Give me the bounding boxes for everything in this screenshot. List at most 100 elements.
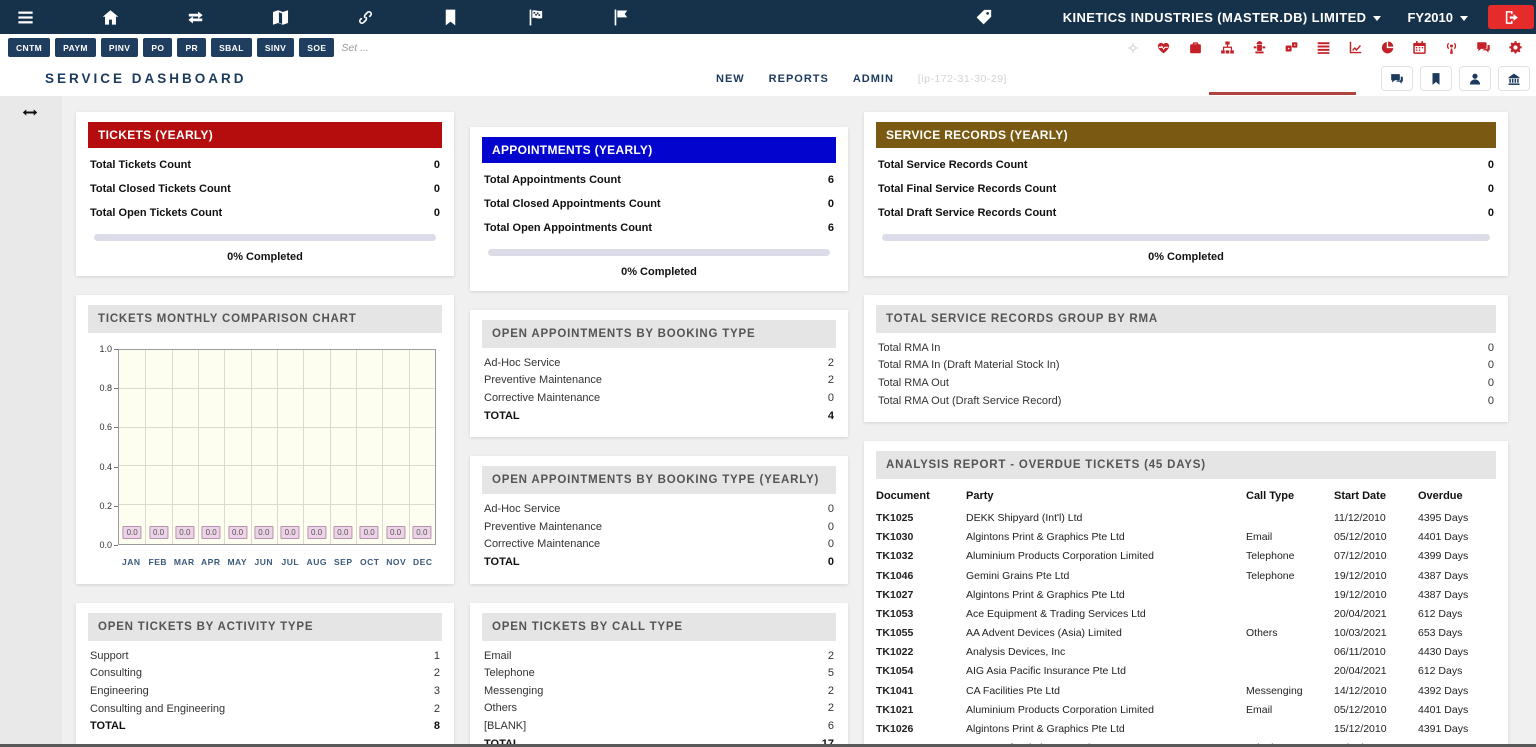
list-row: Support 1 [90, 649, 440, 662]
briefcase-icon[interactable] [1188, 40, 1203, 55]
table-row[interactable]: TK1021 Aluminium Products Corporation Li… [876, 700, 1496, 719]
header-menu: NEW REPORTS ADMIN [ip-172-31-30-29] [716, 73, 1007, 85]
active-tab-underline [1209, 92, 1356, 95]
chart-plot: 0.0 0.0 0.0 0.0 0.0 0.0 0.0 0.0 0.0 0.0 0.0 0.0 [118, 349, 436, 545]
company-name: KINETICS INDUSTRIES (MASTER.DB) LIMITED [1062, 9, 1367, 25]
bank-button[interactable] [1498, 66, 1530, 91]
gridline [408, 350, 410, 544]
resize-handle-icon[interactable] [16, 104, 44, 121]
logout-icon [1503, 9, 1520, 26]
quick-button[interactable]: PO [143, 38, 173, 57]
table-row[interactable]: TK1027 Algintons Print & Graphics Pte Lt… [876, 585, 1496, 604]
chat-icon[interactable] [1476, 40, 1491, 55]
rma-panel: TOTAL SERVICE RECORDS GROUP BY RMA Total… [864, 295, 1508, 423]
table-row[interactable]: TK1032 Aluminium Products Corporation Li… [876, 547, 1496, 566]
quick-button[interactable]: PAYM [55, 38, 96, 57]
menu-item-admin[interactable]: ADMIN [852, 72, 894, 85]
data-label-box: 0.0 [280, 526, 300, 539]
table-row[interactable]: TK1054 AIG Asia Pacific Insurance Pte Lt… [876, 662, 1496, 681]
party-cell: Ace Equipment & Trading Services Ltd [966, 607, 1146, 620]
quick-button[interactable]: SINV [256, 38, 295, 57]
table-row[interactable]: TK1053 Ace Equipment & Trading Services … [876, 604, 1496, 623]
chat-button[interactable] [1381, 66, 1413, 91]
y-axis-tick [114, 349, 118, 350]
exchange-icon[interactable] [186, 8, 205, 27]
overdue-cell: 4430 Days [1418, 646, 1469, 659]
data-label-box: 0.0 [359, 526, 379, 539]
heartbeat-icon[interactable] [1156, 40, 1171, 55]
target-icon[interactable] [1127, 42, 1139, 54]
gridline [198, 350, 199, 544]
list-row: Consulting 2 [90, 667, 440, 680]
table-row[interactable]: TK1025 DEKK Shipyard (Int'l) Ltd 11/12/2… [876, 508, 1496, 527]
quick-access-bar: CNTM PAYM PINV PO PR SBAL SINV SOE Set ... [0, 34, 1536, 61]
fiscal-year-selector[interactable]: FY2010 [1407, 10, 1468, 25]
data-label-box: 0.0 [412, 526, 432, 539]
calendar-icon[interactable] [1412, 40, 1427, 55]
party-cell: AIG Asia Pacific Insurance Pte Ltd [966, 665, 1126, 678]
pie-chart-icon[interactable] [1380, 40, 1395, 55]
tickets-monthly-chart-panel: TICKETS MONTHLY COMPARISON CHART 0.0 0.0 0… [76, 295, 454, 584]
user-button[interactable] [1459, 66, 1491, 91]
y-axis-tick [114, 466, 118, 468]
home-icon[interactable] [101, 8, 120, 27]
map-icon[interactable] [271, 8, 290, 27]
header-buttons [1381, 66, 1530, 91]
page-title: SERVICE DASHBOARD [45, 71, 247, 86]
start-date-cell: 20/04/2021 [1334, 665, 1387, 678]
bookmark-button[interactable] [1420, 66, 1452, 91]
flag-icon[interactable] [611, 8, 630, 27]
logout-button[interactable] [1488, 5, 1534, 29]
table-row[interactable]: TK1046 Gemini Grains Pte Ltd Telephone 1… [876, 566, 1496, 585]
tag-icon[interactable] [974, 8, 993, 27]
list-row: Telephone 5 [484, 667, 834, 680]
y-axis-tick-label: 0.6 [99, 422, 112, 433]
gear-icon[interactable] [1508, 40, 1523, 55]
open-appointments-booking-panel: OPEN APPOINTMENTS BY BOOKING TYPE Ad-Hoc… [470, 310, 848, 438]
call-type-cell: Email [1246, 531, 1273, 544]
analysis-panel-header: ANALYSIS REPORT - OVERDUE TICKETS (45 DA… [876, 451, 1496, 480]
rma-panel-header: TOTAL SERVICE RECORDS GROUP BY RMA [876, 305, 1496, 333]
broadcast-icon[interactable] [1444, 40, 1459, 55]
dice-icon[interactable] [1284, 40, 1299, 55]
line-chart-icon[interactable] [1348, 40, 1363, 55]
data-label-box: 0.0 [227, 526, 248, 539]
chevron-down-icon [1373, 16, 1382, 21]
quick-button[interactable]: PINV [100, 38, 139, 57]
bottom-scrollbar[interactable] [0, 744, 1536, 747]
document-cell: TK1025 [876, 511, 914, 524]
sitemap-icon[interactable] [1220, 40, 1235, 55]
table-row[interactable]: TK1030 Algintons Print & Graphics Pte Lt… [876, 528, 1496, 547]
data-label-box: 0.0 [306, 526, 327, 539]
table-row[interactable]: TK1055 AA Advent Devices (Asia) Limited … [876, 624, 1496, 643]
table-row[interactable]: TK1026 Algintons Print & Graphics Pte Lt… [876, 719, 1496, 738]
list-row: Consulting and Engineering 2 [90, 702, 440, 715]
flag-checkered-icon[interactable] [526, 8, 545, 27]
start-date-cell: 07/12/2010 [1334, 550, 1387, 563]
table-row[interactable]: TK1041 CA Facilities Pte Ltd Messenging … [876, 681, 1496, 700]
table-header-row: Document Party Call Type Start Date Over… [876, 490, 1463, 503]
list-row: Ad-Hoc Service 0 [484, 503, 834, 516]
service-records-completed-label: 0% Completed [1148, 251, 1224, 263]
stat-row: Total Service Records Count 0 [878, 159, 1494, 171]
quick-button[interactable]: CNTM [8, 38, 51, 57]
menu-item-reports[interactable]: REPORTS [768, 72, 829, 85]
bookmark-icon[interactable] [441, 8, 460, 27]
overdue-cell: 4401 Days [1418, 703, 1469, 716]
overdue-cell: 4391 Days [1418, 723, 1469, 736]
menu-item-new[interactable]: NEW [716, 72, 745, 85]
table-row[interactable]: TK1022 Analysis Devices, Inc 06/11/2010 … [876, 643, 1496, 662]
quick-button[interactable]: SOE [299, 38, 335, 57]
appointments-panel-header: APPOINTMENTS (YEARLY) [482, 137, 836, 163]
menu-icon[interactable] [16, 8, 35, 27]
quick-button[interactable]: SBAL [211, 38, 252, 57]
stat-row: Total Tickets Count 0 [90, 159, 440, 171]
set-search-input[interactable]: Set ... [341, 41, 369, 54]
bookmark-icon [1429, 72, 1443, 86]
hydrant-icon[interactable] [1252, 40, 1267, 55]
list-icon[interactable] [1316, 40, 1331, 55]
company-selector[interactable]: KINETICS INDUSTRIES (MASTER.DB) LIMITED [1063, 10, 1382, 25]
quick-button[interactable]: PR [177, 38, 207, 57]
link-icon[interactable] [356, 8, 375, 27]
list-row: Total RMA Out 0 [878, 376, 1494, 389]
